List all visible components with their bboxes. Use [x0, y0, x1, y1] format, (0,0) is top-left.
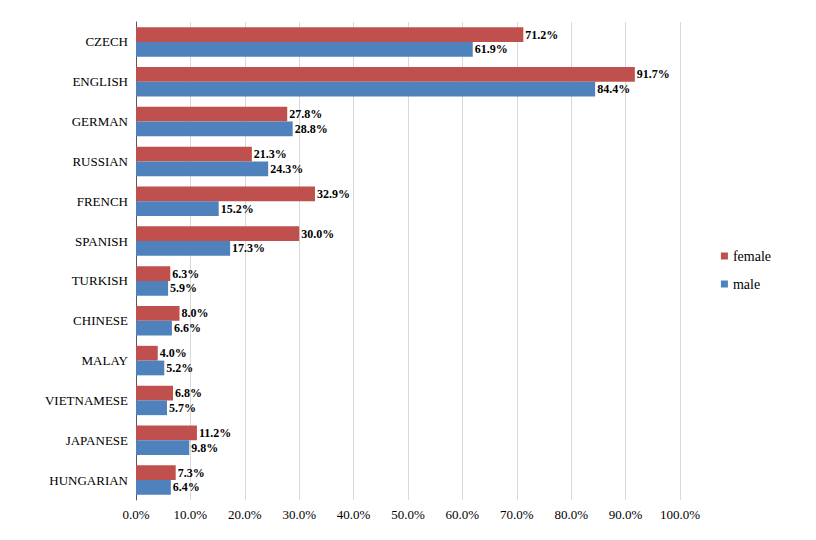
svg-text:90.0%: 90.0%	[609, 507, 643, 522]
svg-text:71.2%: 71.2%	[525, 28, 558, 42]
svg-text:6.8%: 6.8%	[175, 386, 202, 400]
svg-text:60.0%: 60.0%	[446, 507, 480, 522]
svg-text:20.0%: 20.0%	[228, 507, 262, 522]
svg-text:MALAY: MALAY	[82, 353, 129, 368]
svg-text:10.0%: 10.0%	[174, 507, 208, 522]
svg-text:5.9%: 5.9%	[170, 281, 197, 295]
svg-text:7.3%: 7.3%	[178, 466, 205, 480]
svg-text:TURKISH: TURKISH	[72, 273, 128, 288]
svg-text:70.0%: 70.0%	[500, 507, 534, 522]
svg-text:RUSSIAN: RUSSIAN	[72, 154, 128, 169]
svg-text:61.9%: 61.9%	[475, 42, 508, 56]
svg-text:5.7%: 5.7%	[169, 401, 196, 415]
svg-text:32.9%: 32.9%	[317, 187, 350, 201]
svg-text:JAPANESE: JAPANESE	[66, 433, 128, 448]
svg-text:male: male	[733, 277, 760, 292]
svg-text:4.0%: 4.0%	[160, 346, 187, 360]
svg-text:5.2%: 5.2%	[166, 361, 193, 375]
svg-text:40.0%: 40.0%	[337, 507, 371, 522]
svg-text:HUNGARIAN: HUNGARIAN	[49, 473, 128, 488]
svg-text:24.3%: 24.3%	[270, 162, 303, 176]
svg-text:8.0%: 8.0%	[182, 306, 209, 320]
svg-text:GERMAN: GERMAN	[72, 114, 129, 129]
svg-text:VIETNAMESE: VIETNAMESE	[45, 393, 128, 408]
svg-text:84.4%: 84.4%	[597, 82, 630, 96]
svg-text:9.8%: 9.8%	[191, 441, 218, 455]
svg-text:80.0%: 80.0%	[554, 507, 588, 522]
svg-text:6.4%: 6.4%	[173, 480, 200, 494]
svg-text:FRENCH: FRENCH	[77, 194, 128, 209]
svg-text:28.8%: 28.8%	[295, 122, 328, 136]
svg-text:30.0%: 30.0%	[301, 227, 334, 241]
svg-text:21.3%: 21.3%	[254, 147, 287, 161]
svg-text:6.6%: 6.6%	[174, 321, 201, 335]
svg-text:27.8%: 27.8%	[289, 107, 322, 121]
svg-text:30.0%: 30.0%	[282, 507, 316, 522]
svg-text:ENGLISH: ENGLISH	[72, 74, 128, 89]
svg-text:50.0%: 50.0%	[391, 507, 425, 522]
svg-text:female: female	[733, 249, 771, 264]
svg-text:CZECH: CZECH	[85, 34, 128, 49]
svg-text:6.3%: 6.3%	[172, 267, 199, 281]
svg-text:11.2%: 11.2%	[199, 426, 231, 440]
svg-text:100.0%: 100.0%	[660, 507, 700, 522]
svg-text:17.3%: 17.3%	[232, 241, 265, 255]
svg-text:0.0%: 0.0%	[122, 507, 149, 522]
svg-text:CHINESE: CHINESE	[73, 313, 128, 328]
svg-text:SPANISH: SPANISH	[75, 234, 128, 249]
svg-text:91.7%: 91.7%	[637, 67, 670, 81]
svg-text:15.2%: 15.2%	[221, 202, 254, 216]
